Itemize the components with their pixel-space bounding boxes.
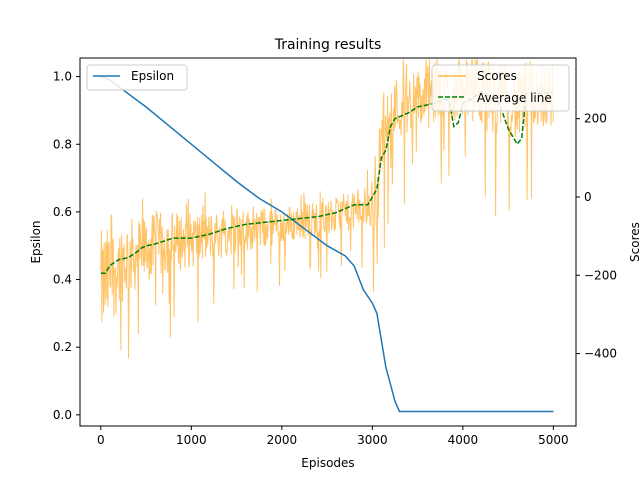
legend-scores-label: Scores xyxy=(477,69,517,83)
legend-left: Epsilon xyxy=(86,64,188,91)
x-axis-title: Episodes xyxy=(301,456,354,470)
y-right-tick-label: −200 xyxy=(584,268,617,282)
plot-frame xyxy=(79,57,577,427)
x-tick-label: 0 xyxy=(97,433,105,447)
x-tick-label: 5000 xyxy=(538,433,569,447)
y-right-tick-label: 200 xyxy=(584,112,607,126)
y-axis-left-title: Epsilon xyxy=(29,220,43,263)
x-tick-label: 1000 xyxy=(176,433,207,447)
y-left-tick-label: 0.4 xyxy=(53,273,72,287)
y-axis-right-title: Scores xyxy=(628,222,640,262)
y-left-tick-label: 0.6 xyxy=(53,205,72,219)
y-right-tick-label: −400 xyxy=(584,347,617,361)
legend-average-label: Average line xyxy=(477,91,552,105)
y-axis-right: −400 −200 0 200 xyxy=(576,112,617,361)
y-axis-left: 0.0 0.2 0.4 0.6 0.8 1.0 xyxy=(53,70,80,422)
y-left-tick-label: 0.2 xyxy=(53,340,72,354)
x-axis: 0 1000 2000 3000 4000 5000 xyxy=(97,426,569,447)
y-left-tick-label: 1.0 xyxy=(53,70,72,84)
legend-epsilon-label: Epsilon xyxy=(131,69,174,83)
epsilon-series-line xyxy=(100,75,554,413)
y-right-tick-label: 0 xyxy=(584,190,592,204)
y-left-tick-label: 0.0 xyxy=(53,408,72,422)
legend-right: Scores Average line xyxy=(431,64,570,112)
chart-title: Training results xyxy=(274,37,382,53)
x-tick-label: 3000 xyxy=(357,433,388,447)
y-left-tick-label: 0.8 xyxy=(53,137,72,151)
legend-left-box xyxy=(86,64,188,91)
x-tick-label: 2000 xyxy=(267,433,298,447)
x-tick-label: 4000 xyxy=(448,433,479,447)
legend-right-box xyxy=(431,64,570,112)
